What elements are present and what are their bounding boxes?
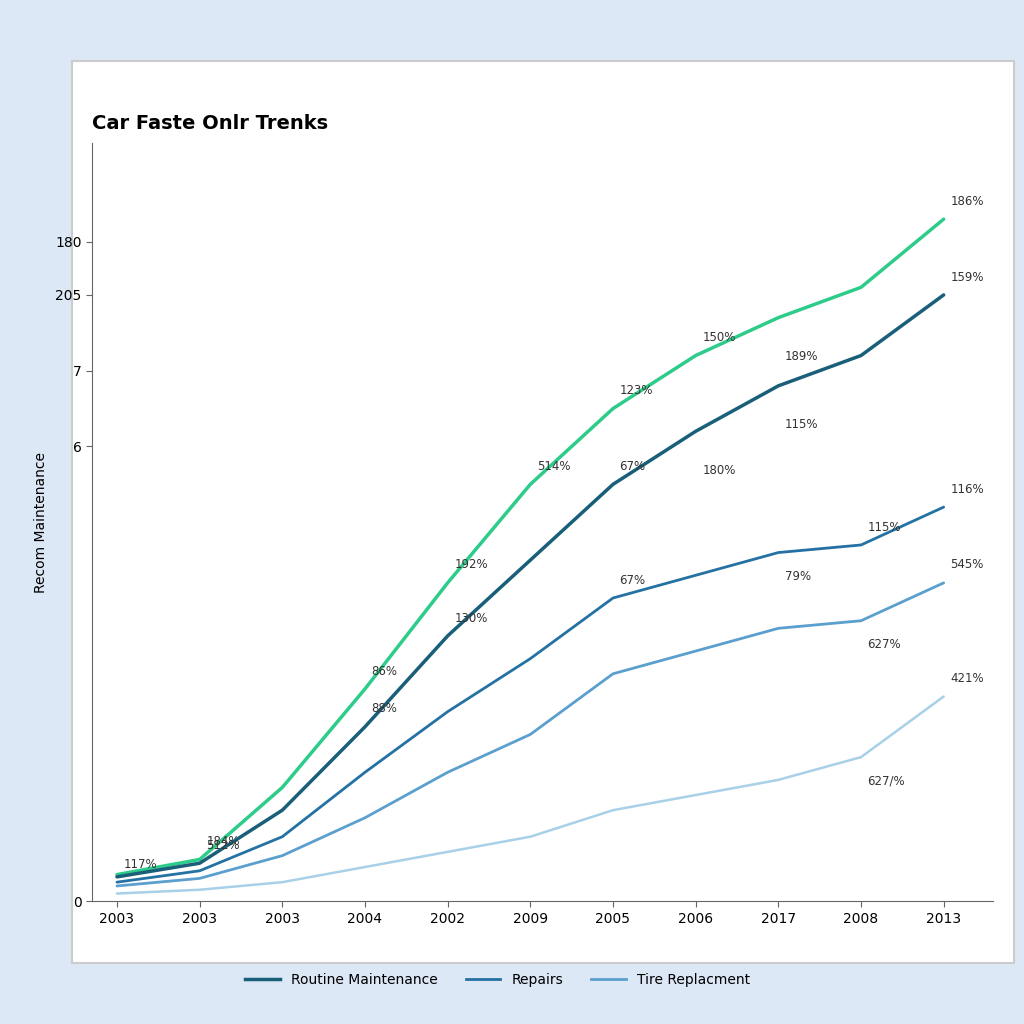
Text: 545%: 545% xyxy=(950,558,984,571)
Text: 86%: 86% xyxy=(372,665,397,678)
Text: 79%: 79% xyxy=(785,570,811,583)
Text: 130%: 130% xyxy=(455,611,487,625)
Text: 627/%: 627/% xyxy=(867,774,905,787)
Text: 67%: 67% xyxy=(620,573,646,587)
Text: 514%: 514% xyxy=(537,460,570,473)
Text: 512%: 512% xyxy=(206,839,240,852)
Text: 192%: 192% xyxy=(455,558,487,571)
Text: 116%: 116% xyxy=(950,482,984,496)
Y-axis label: Recom Maintenance: Recom Maintenance xyxy=(34,452,48,593)
Legend: Routine Maintenance, Repairs, Tire Replacment: Routine Maintenance, Repairs, Tire Repla… xyxy=(240,968,756,992)
Text: 627%: 627% xyxy=(867,638,901,651)
Text: 180%: 180% xyxy=(702,464,735,477)
Text: 123%: 123% xyxy=(620,384,653,397)
Text: 421%: 421% xyxy=(950,672,984,685)
Text: 115%: 115% xyxy=(867,520,901,534)
Text: 159%: 159% xyxy=(950,270,984,284)
Text: 186%: 186% xyxy=(950,195,984,208)
Text: 184%: 184% xyxy=(206,836,240,848)
Text: 88%: 88% xyxy=(372,702,397,716)
Text: 150%: 150% xyxy=(702,331,735,344)
Text: 115%: 115% xyxy=(785,419,818,431)
Text: 189%: 189% xyxy=(785,350,818,364)
Text: 67%: 67% xyxy=(620,460,646,473)
Text: Car Faste Onlr Trenks: Car Faste Onlr Trenks xyxy=(92,115,329,133)
Text: 117%: 117% xyxy=(124,858,158,870)
